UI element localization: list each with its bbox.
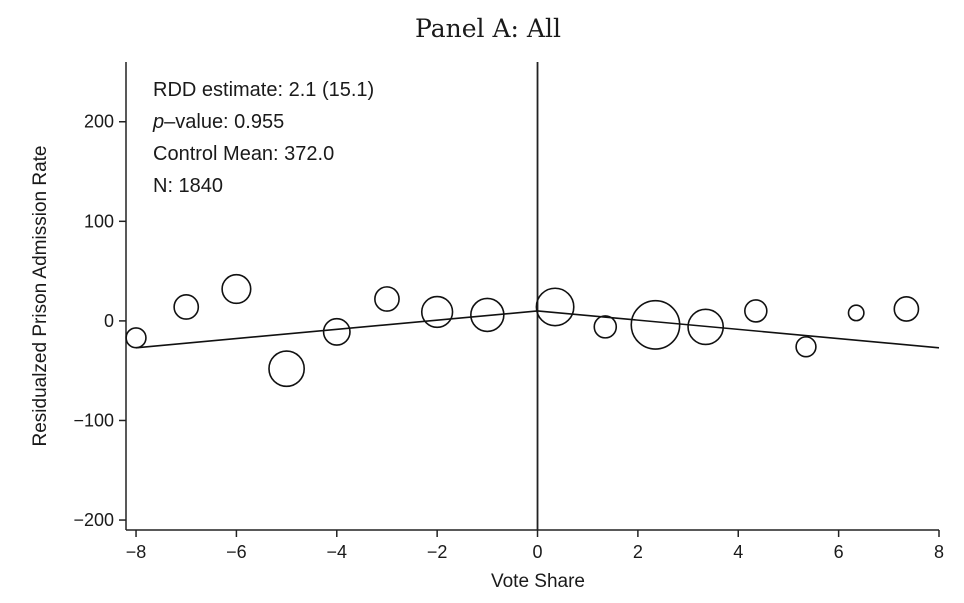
data-point: [221, 273, 252, 305]
data-point: [744, 299, 768, 323]
annotation-block: RDD estimate: 2.1 (15.1) p–value: 0.955 …: [152, 79, 374, 197]
n-text: N: 1840: [153, 175, 223, 197]
fit-line-right: [537, 310, 940, 349]
y-tick-label: 100: [84, 211, 114, 231]
axes: [125, 62, 939, 531]
x-tick-label: −8: [126, 542, 147, 562]
x-tick-label: 4: [733, 542, 743, 562]
data-point: [630, 299, 681, 350]
data-point: [847, 304, 865, 322]
x-tick-label: 2: [633, 542, 643, 562]
x-tick-label: −6: [226, 542, 247, 562]
chart-title: Panel A: All: [415, 14, 561, 43]
x-tick-label: −4: [327, 542, 348, 562]
y-tick-label: 0: [104, 311, 114, 331]
y-tick-label: 200: [84, 112, 114, 132]
data-point: [893, 296, 920, 322]
data-point: [470, 297, 505, 333]
data-points: [125, 273, 920, 388]
data-point: [268, 350, 305, 388]
x-tick-label: 8: [934, 542, 944, 562]
y-tick-label: −200: [73, 510, 114, 530]
data-point: [535, 287, 575, 327]
p-value-rest: –value: 0.955: [164, 111, 284, 133]
data-point: [322, 317, 351, 346]
data-point: [125, 327, 147, 349]
y-tick-label: −100: [73, 410, 114, 430]
x-axis-label: Vote Share: [491, 571, 585, 592]
y-axis-label: Residualzed Prison Admission Rate: [30, 146, 51, 447]
data-point: [593, 315, 618, 339]
rdd-estimate-text: RDD estimate: 2.1 (15.1): [153, 79, 374, 101]
data-point: [687, 308, 725, 346]
ticks: −8 −6 −4 −2 0 2 4 6 8 −200 −100 0 100 200: [73, 112, 944, 562]
x-tick-label: −2: [427, 542, 448, 562]
data-point: [173, 294, 200, 320]
data-point: [374, 286, 400, 312]
control-mean-text: Control Mean: 372.0: [153, 143, 334, 165]
x-tick-label: 6: [834, 542, 844, 562]
data-point: [420, 295, 454, 329]
p-value-text: p–value: 0.955: [152, 111, 284, 133]
x-tick-label: 0: [533, 542, 543, 562]
data-point: [795, 336, 817, 358]
p-value-italic: p: [152, 111, 164, 133]
